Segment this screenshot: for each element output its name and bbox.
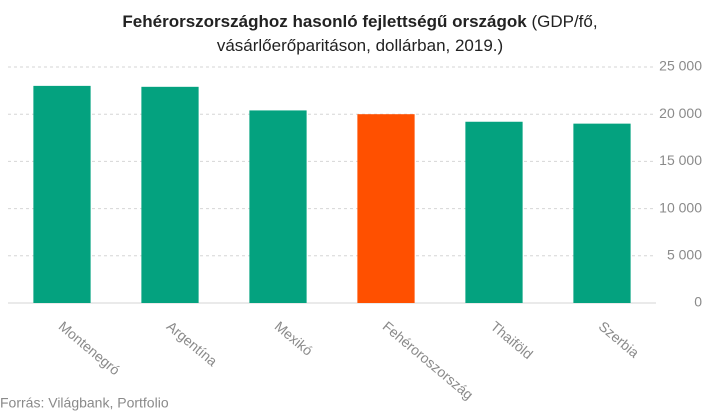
bar — [141, 86, 199, 303]
x-tick-label: Argentína — [164, 318, 221, 369]
x-tick-label: Montenegró — [56, 318, 124, 378]
title-bold: Fehérorszországhoz hasonló fejlettségű o… — [122, 12, 527, 31]
chart-title: Fehérorszországhoz hasonló fejlettségű o… — [80, 10, 640, 58]
x-tick-label: Thaiföld — [488, 318, 536, 362]
y-tick-label: 20 000 — [659, 105, 702, 121]
bar — [249, 110, 307, 303]
x-tick-label: Fehéroroszország — [380, 318, 477, 403]
bar — [357, 114, 415, 303]
source: Forrás: Világbank, Portfolio — [0, 395, 169, 411]
title-normal: (GDP/fő, vásárlőerőparitáson, dollárban,… — [216, 12, 598, 55]
y-tick-label: 5 000 — [667, 247, 702, 263]
y-tick-label: 0 — [694, 294, 702, 310]
x-tick-label: Szerbia — [596, 318, 643, 361]
y-tick-label: 10 000 — [659, 199, 702, 215]
y-tick-label: 25 000 — [659, 58, 702, 74]
y-tick-label: 15 000 — [659, 152, 702, 168]
x-tick-label: Mexikó — [272, 318, 316, 359]
bar — [573, 123, 631, 303]
bar — [33, 85, 91, 303]
bar — [465, 121, 523, 303]
